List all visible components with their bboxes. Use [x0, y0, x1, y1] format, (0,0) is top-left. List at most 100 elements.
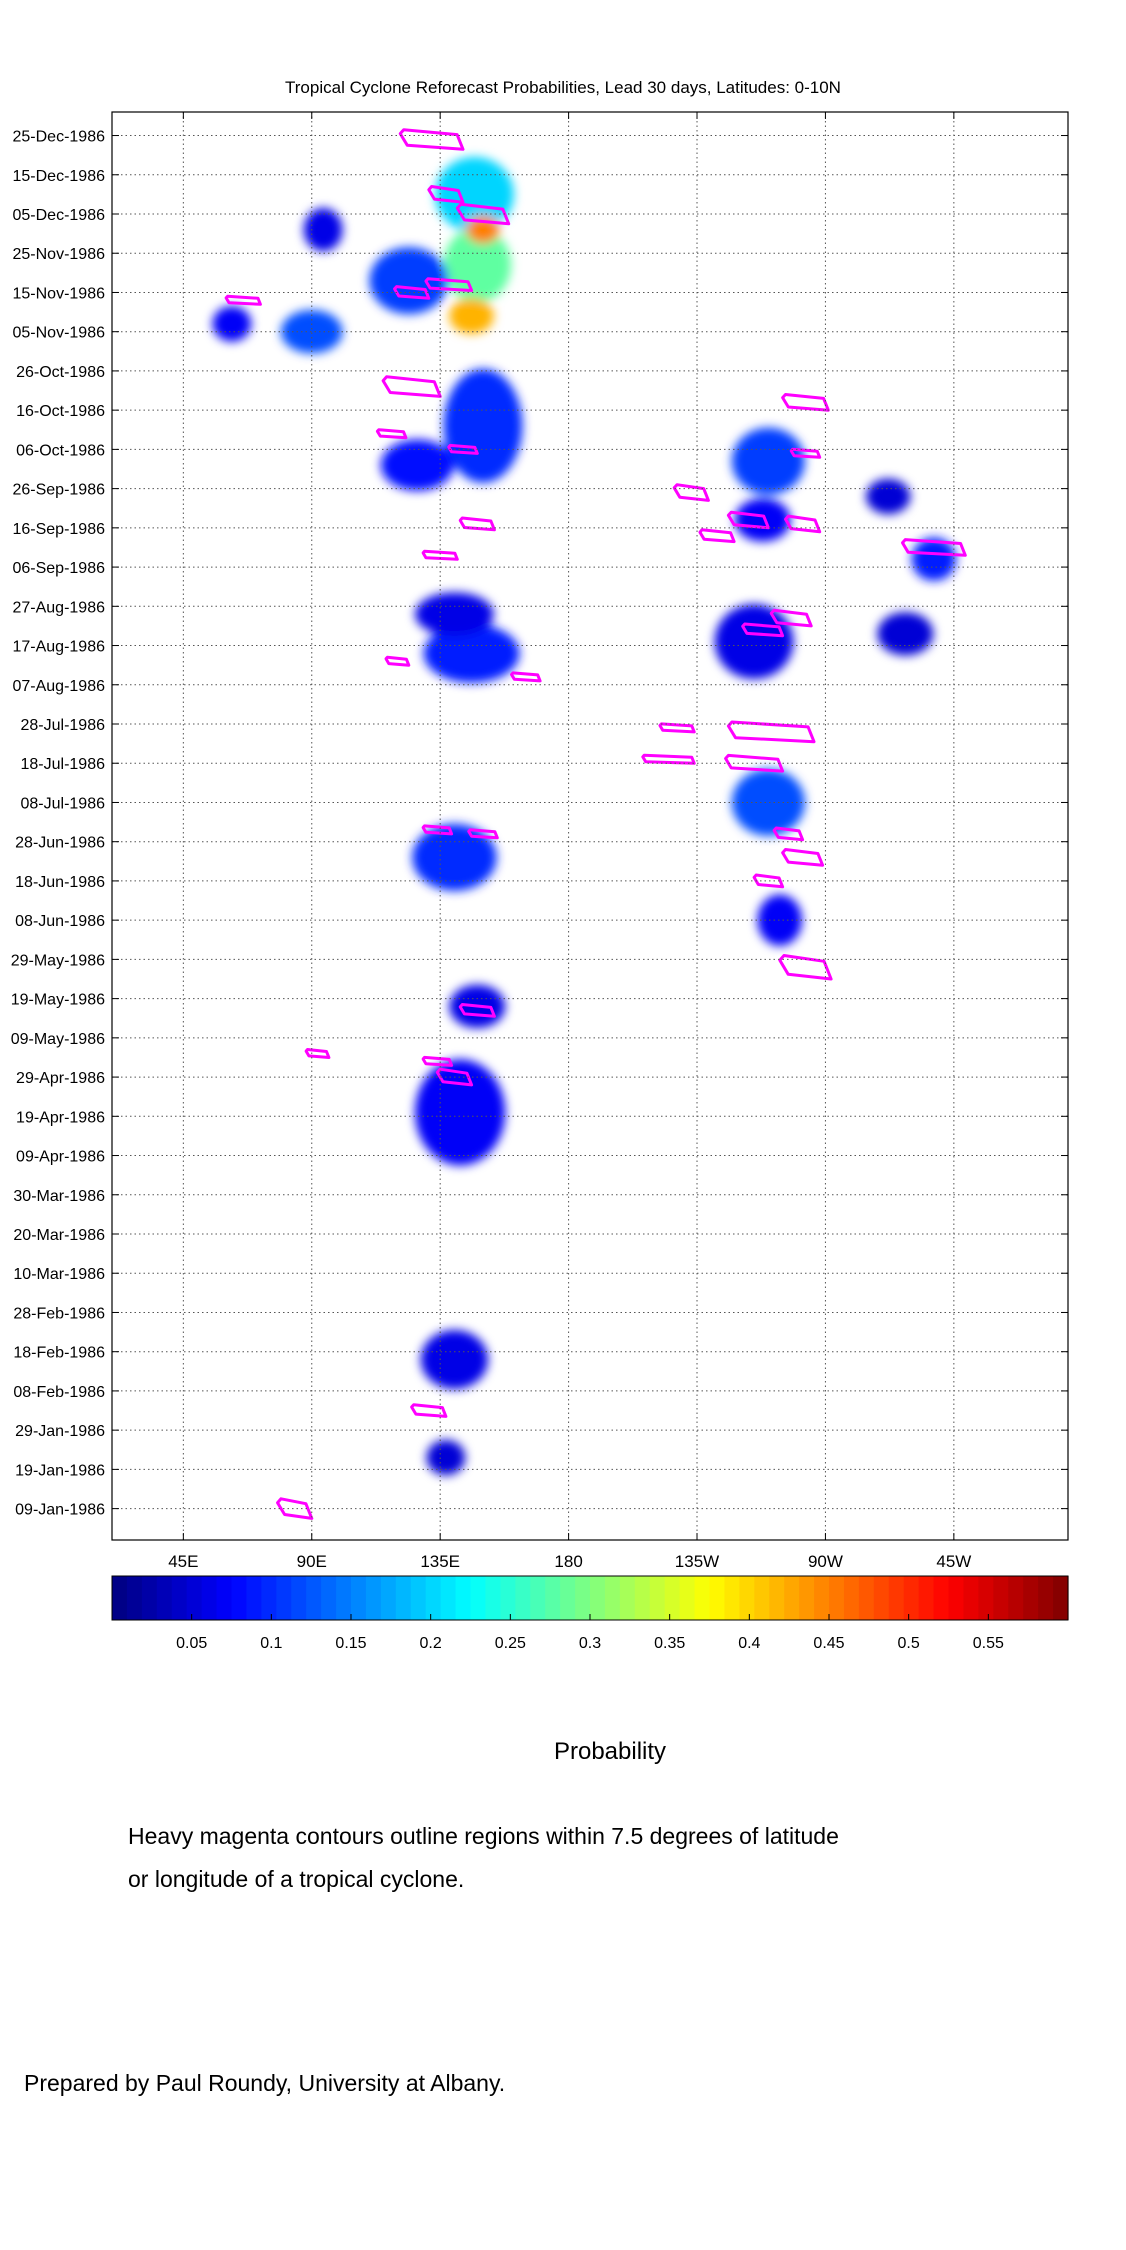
colorbar-segment	[769, 1576, 785, 1620]
tc-contour	[467, 828, 499, 840]
colorbar-segment	[246, 1576, 262, 1620]
colorbar-segment	[380, 1576, 397, 1620]
y-axis-ticks: 25-Dec-1986 15-Dec-1986 05-Dec-1986 25-Nov-…	[11, 129, 1068, 1519]
tc-contour	[641, 753, 696, 765]
colorbar-segment	[126, 1576, 143, 1620]
y-tick-label: 08-Jul-1986	[21, 795, 106, 812]
tc-contour	[398, 128, 465, 151]
y-tick-label: 09-Apr-1986	[16, 1149, 105, 1166]
colorbar-tick-label: 0.5	[898, 1635, 920, 1652]
tc-contour	[784, 514, 822, 534]
y-tick-label: 16-Oct-1986	[16, 403, 105, 420]
probability-region	[731, 427, 805, 495]
colorbar-segment	[1023, 1576, 1039, 1620]
tc-contour	[435, 1067, 474, 1087]
tc-contour	[455, 202, 511, 226]
tc-contour	[769, 608, 813, 628]
y-tick-label: 05-Nov-1986	[13, 325, 106, 342]
y-tick-label: 10-Mar-1986	[13, 1266, 105, 1283]
x-tick-label: 135E	[420, 1552, 460, 1571]
colorbar-segment	[530, 1576, 546, 1620]
y-tick-label: 29-Apr-1986	[16, 1070, 105, 1087]
colorbar-segment	[829, 1576, 845, 1620]
colorbar-segment	[336, 1576, 352, 1620]
x-tick-label: 45W	[936, 1552, 971, 1571]
colorbar-segment	[709, 1576, 726, 1620]
colorbar-segment	[948, 1576, 965, 1620]
colorbar-segment	[201, 1576, 218, 1620]
y-tick-label: 28-Jul-1986	[21, 717, 106, 734]
tc-contour	[741, 622, 785, 638]
colorbar-segment	[276, 1576, 292, 1620]
colorbar-segment	[858, 1576, 875, 1620]
colorbar-tick-label: 0.05	[176, 1635, 207, 1652]
y-tick-label: 26-Oct-1986	[16, 364, 105, 381]
colorbar-segment	[993, 1576, 1009, 1620]
y-tick-label: 28-Feb-1986	[13, 1305, 105, 1322]
colorbar-segment	[1053, 1576, 1069, 1620]
y-tick-label: 09-May-1986	[11, 1031, 105, 1048]
colorbar-tick-label: 0.2	[420, 1635, 442, 1652]
colorbar-segment	[216, 1576, 233, 1620]
colorbar-segment	[112, 1576, 128, 1620]
credit-text: Prepared by Paul Roundy, University at A…	[24, 2070, 506, 2096]
colorbar-tick-label: 0.55	[973, 1635, 1004, 1652]
colorbar-segment	[814, 1576, 830, 1620]
tc-contour	[726, 510, 770, 530]
colorbar-tick-label: 0.3	[579, 1635, 601, 1652]
chart-title: Tropical Cyclone Reforecast Probabilitie…	[285, 78, 841, 97]
tc-contour	[781, 393, 830, 412]
tc-contour	[458, 1003, 496, 1018]
y-tick-label: 27-Aug-1986	[12, 599, 105, 616]
colorbar-segment	[231, 1576, 248, 1620]
colorbar-tick-label: 0.1	[260, 1635, 282, 1652]
tc-contour	[381, 375, 442, 398]
colorbar-segment	[933, 1576, 950, 1620]
x-tick-label: 135W	[675, 1552, 719, 1571]
probability-region	[420, 1330, 489, 1390]
colorbar-segment	[141, 1576, 158, 1620]
probability-region	[714, 604, 794, 679]
probability-region	[303, 208, 343, 252]
tc-contour	[421, 1055, 454, 1067]
colorbar-segment	[754, 1576, 770, 1620]
tc-contour	[393, 285, 431, 300]
y-tick-label: 25-Nov-1986	[13, 246, 106, 263]
colorbar-segment	[156, 1576, 173, 1620]
probability-region	[731, 769, 805, 836]
colorbar-segment	[395, 1576, 412, 1620]
colorbar-segment	[590, 1576, 606, 1620]
colorbar-segment	[470, 1576, 487, 1620]
colorbar-segment	[440, 1576, 457, 1620]
y-tick-label: 19-May-1986	[11, 992, 105, 1009]
colorbar-segment	[425, 1576, 442, 1620]
tc-contour	[698, 528, 736, 544]
tc-contour	[424, 277, 474, 292]
probability-chart: 25-Dec-1986 15-Dec-1986 05-Dec-1986 25-Nov-…	[11, 111, 1069, 1652]
probability-region	[443, 368, 523, 483]
colorbar-segment	[351, 1576, 367, 1620]
tc-contour	[658, 722, 696, 734]
y-tick-label: 08-Jun-1986	[15, 913, 105, 930]
y-tick-label: 26-Sep-1986	[12, 482, 105, 499]
colorbar-segment	[410, 1576, 427, 1620]
note-line-1: Heavy magenta contours outline regions w…	[128, 1823, 839, 1849]
y-tick-label: 17-Aug-1986	[12, 639, 105, 656]
probability-region	[380, 439, 454, 491]
y-tick-label: 19-Apr-1986	[16, 1109, 105, 1126]
y-tick-label: 18-Feb-1986	[13, 1345, 105, 1362]
tc-contour	[726, 720, 816, 744]
colorbar: 0.05 0.1 0.15 0.2 0.25 0.3 0.35 0.4 0.45 0.5 0.55	[111, 1575, 1069, 1652]
probability-region	[734, 498, 791, 542]
probability-region	[757, 894, 803, 946]
probability-heat-layer	[212, 157, 957, 1476]
tc-contour	[421, 824, 454, 836]
colorbar-segment	[306, 1576, 322, 1620]
colorbar-segment	[604, 1576, 621, 1620]
tc-contour	[778, 954, 833, 981]
colorbar-segment	[918, 1576, 935, 1620]
tc-contour	[304, 1048, 331, 1059]
y-tick-label: 15-Dec-1986	[13, 168, 106, 185]
colorbar-segment	[843, 1576, 860, 1620]
y-tick-label: 18-Jun-1986	[15, 874, 105, 891]
